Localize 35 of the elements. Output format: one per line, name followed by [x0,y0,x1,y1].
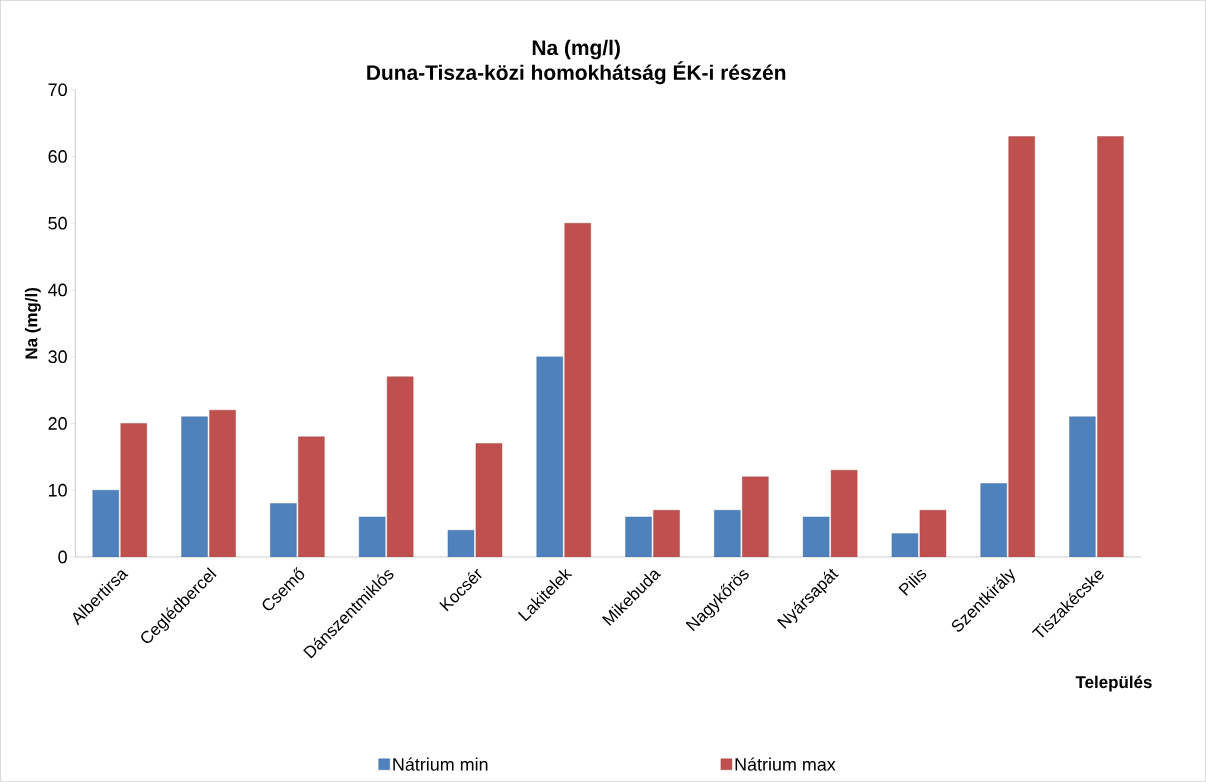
bar [536,356,563,558]
bar [980,483,1007,558]
y-axis-title: Na (mg/l) [24,288,41,359]
bar [714,510,741,558]
y-tick-label: 0 [58,550,67,564]
bar [181,416,208,558]
chart-title: Na (mg/l) [532,39,620,60]
y-tick-label: 30 [48,350,67,364]
bar [270,503,297,558]
legend-label: Nátrium min [393,757,488,771]
bar [209,410,236,558]
bar [564,223,591,558]
y-tick-label: 20 [48,417,67,430]
bar [120,423,147,558]
bar [358,516,386,558]
chart-subtitle: Duna-Tisza-közi homokhátság ÉK-i részén [367,61,786,85]
y-tick-label: 60 [48,150,67,163]
bar [653,510,680,558]
y-tick-label: 40 [48,283,67,297]
bar [1069,416,1096,558]
bar [830,470,858,558]
x-tick-label: Pilis [898,570,927,596]
bar [386,376,414,558]
y-tick-label: 70 [48,83,67,97]
bar [1097,136,1124,558]
x-axis-title: Település [1075,675,1152,692]
legend-label: Nátrium max [735,757,836,771]
bar [475,443,503,558]
bar [92,490,119,558]
y-tick-label: 50 [48,216,67,230]
bar [625,516,652,558]
bar [742,476,769,558]
bar [298,436,325,558]
y-tick-label: 10 [49,483,67,497]
bar [1008,136,1035,558]
